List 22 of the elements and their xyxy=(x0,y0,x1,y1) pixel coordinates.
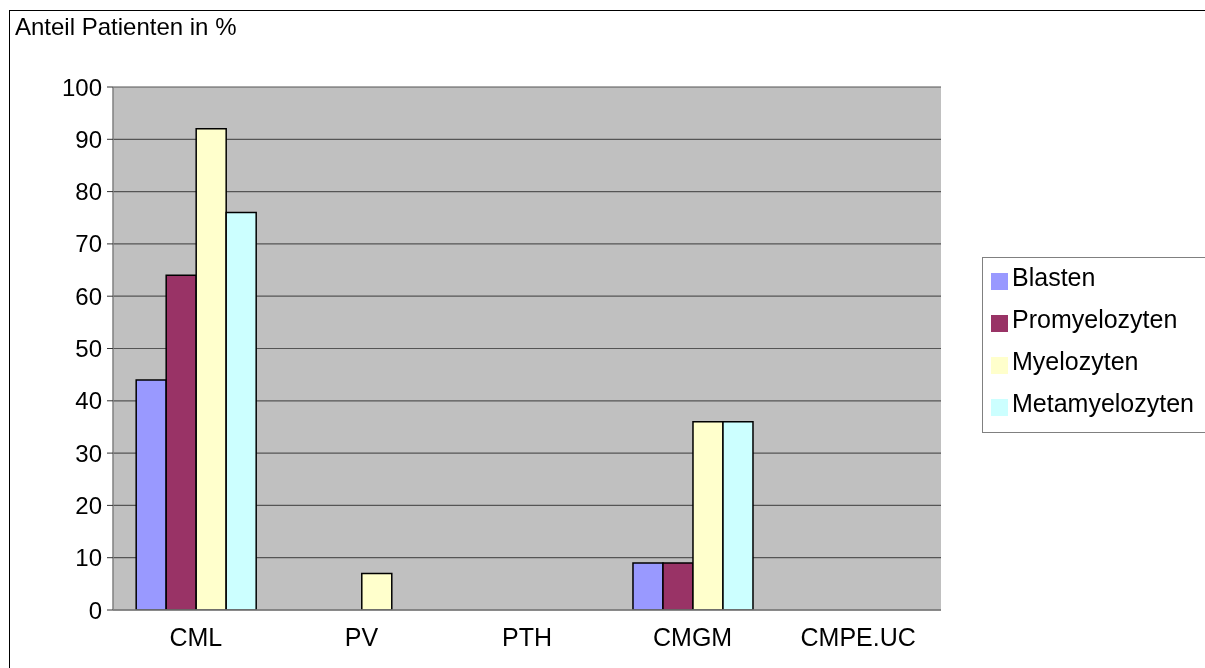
y-tick-label: 30 xyxy=(75,439,102,467)
x-tick-label: PTH xyxy=(502,622,552,651)
x-tick-label: CMGM xyxy=(653,622,733,651)
y-tick-label: 70 xyxy=(75,230,102,258)
y-tick-label: 60 xyxy=(75,282,102,310)
legend-label: Blasten xyxy=(1012,263,1096,291)
y-tick-label: 40 xyxy=(75,387,102,415)
x-tick-label: PV xyxy=(344,622,379,651)
x-tick-label: CMPE.UC xyxy=(800,622,916,651)
y-tick-label: 10 xyxy=(75,544,102,572)
legend-label: Metamyelozyten xyxy=(1012,389,1195,417)
y-tick-label: 100 xyxy=(61,73,102,101)
y-tick-label: 0 xyxy=(88,596,102,624)
legend-label: Myelozyten xyxy=(1012,347,1139,375)
legend-label: Promyelozyten xyxy=(1012,305,1178,333)
y-tick-label: 50 xyxy=(75,335,102,363)
y-tick-label: 80 xyxy=(75,178,102,206)
y-tick-label: 20 xyxy=(75,491,102,519)
y-axis-title: Anteil Patienten in % xyxy=(15,13,237,41)
y-tick-label: 90 xyxy=(75,125,102,153)
bar xyxy=(361,572,393,610)
x-tick-label: CML xyxy=(169,622,223,651)
